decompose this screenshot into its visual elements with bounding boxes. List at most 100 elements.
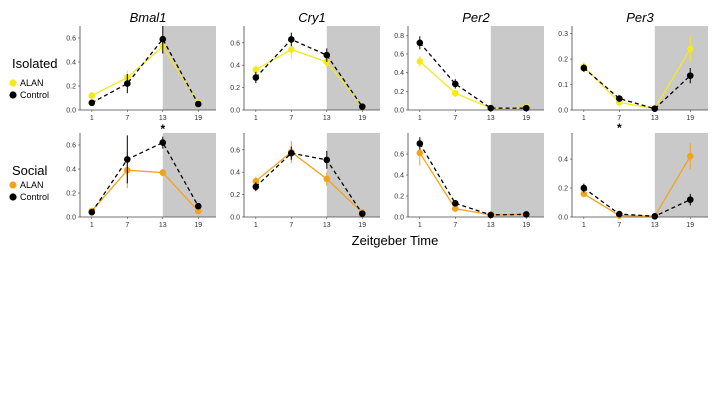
dark-phase-shading [490,133,544,217]
panels-group: 0.0 0.2 0.4 0.6 1 7 13 19 Bmal1 0.0 0.2 0.4 0.6 1 7 13 1… [66,10,708,229]
y-tick-label: 0.0 [66,108,76,115]
panel-title: Per2 [462,10,490,25]
x-tick-label: 13 [487,222,495,229]
dark-phase-shading [654,26,708,110]
y-tick-label: 0.2 [558,57,568,64]
series-line-control [91,38,199,105]
panel-isolated-2: 0.0 0.2 0.4 0.6 1 7 13 19 Cry1 [230,10,380,122]
legend-control-social-marker [9,193,17,201]
data-point-alan [288,46,295,53]
y-tick-label: 0.2 [394,194,404,201]
y-tick-label: 0.0 [230,215,240,222]
data-point-control [159,139,167,146]
data-point-control [651,212,659,220]
y-tick-label: 0.2 [66,84,76,91]
series-line-alan [583,155,691,217]
panel-isolated-4: 0.0 0.1 0.2 0.3 1 7 13 19 Per3 * [558,10,708,135]
data-point-control [416,39,424,47]
x-tick-label: 7 [125,222,129,229]
data-point-alan [88,92,96,99]
data-point-alan [252,66,260,73]
series-line-control [255,152,363,214]
data-point-alan [323,175,331,183]
y-tick-label: 0.0 [230,108,240,115]
data-point-control [288,149,295,157]
series-line-control [91,141,199,213]
x-tick-label: 1 [90,222,94,229]
x-tick-label: 13 [651,115,659,122]
data-point-alan [580,190,588,198]
data-point-control [159,35,167,43]
y-tick-label: 0.6 [230,40,240,47]
x-tick-label: 7 [125,115,129,122]
data-point-control [88,208,96,216]
panel-title: Bmal1 [130,10,167,25]
data-point-control [323,51,331,59]
data-point-control [124,80,131,87]
panel-social-3: 0.0 0.2 0.4 0.6 1 7 13 19 [394,133,544,229]
y-tick-label: 0.6 [394,152,404,159]
y-tick-label: 0.4 [394,173,404,180]
x-tick-label: 19 [358,222,366,229]
x-tick-label: 1 [90,115,94,122]
panel-social-1: 0.0 0.2 0.4 0.6 1 7 13 19 * [66,122,216,229]
y-tick-label: 0.2 [558,186,568,193]
x-axis-title: Zeitgeber Time [352,233,439,248]
series-line-control [583,67,691,110]
data-point-alan [686,152,694,160]
series-line-control [419,42,527,109]
x-tick-label: 7 [289,222,293,229]
y-tick-label: 0.0 [394,215,404,222]
dark-phase-shading [162,133,216,217]
data-point-control [452,200,459,207]
x-tick-label: 13 [323,115,331,122]
legend-alan-social-marker [9,181,17,189]
y-tick-label: 0.4 [66,60,76,67]
data-point-control [522,211,530,218]
y-tick-label: 0.6 [66,36,76,43]
y-tick-label: 0.3 [558,31,568,38]
data-point-control [522,104,530,112]
x-tick-label: 19 [686,222,694,229]
series-line-alan [419,152,527,216]
row-label-isolated: Isolated [12,56,58,71]
y-tick-label: 0.6 [66,143,76,150]
series-line-control [583,187,691,217]
series-line-alan [255,151,363,213]
x-tick-label: 19 [686,115,694,122]
series-line-alan [255,48,363,108]
panel-title: Cry1 [298,10,325,25]
data-point-alan [252,177,260,185]
data-point-control [252,183,260,191]
legend-control-social-label: Control [20,192,49,202]
data-point-alan [452,205,459,212]
x-tick-label: 13 [323,222,331,229]
dark-phase-shading [326,26,380,110]
y-tick-label: 0.6 [394,52,404,59]
y-tick-label: 0.2 [230,192,240,199]
significance-star: * [160,122,165,136]
y-tick-label: 0.4 [394,70,404,77]
data-point-control [323,156,331,164]
y-tick-label: 0.2 [66,191,76,198]
y-tick-label: 0.4 [558,157,568,164]
dark-phase-shading [162,26,216,110]
data-point-control [194,100,202,108]
data-point-control [487,211,495,219]
y-tick-label: 0.6 [230,147,240,154]
data-point-control [651,105,659,113]
y-tick-label: 0.2 [230,85,240,92]
series-line-alan [583,48,691,110]
x-tick-label: 1 [418,115,422,122]
legend-control-isolated-label: Control [20,90,49,100]
data-point-alan [159,169,167,176]
y-tick-label: 0.0 [558,215,568,222]
data-point-control [580,184,588,192]
y-tick-label: 0.0 [66,215,76,222]
x-tick-label: 1 [418,222,422,229]
panel-isolated-1: 0.0 0.2 0.4 0.6 1 7 13 19 Bmal1 [66,10,216,122]
data-point-control [288,36,295,43]
data-point-control [252,74,260,81]
legend-alan-isolated-label: ALAN [20,78,44,88]
